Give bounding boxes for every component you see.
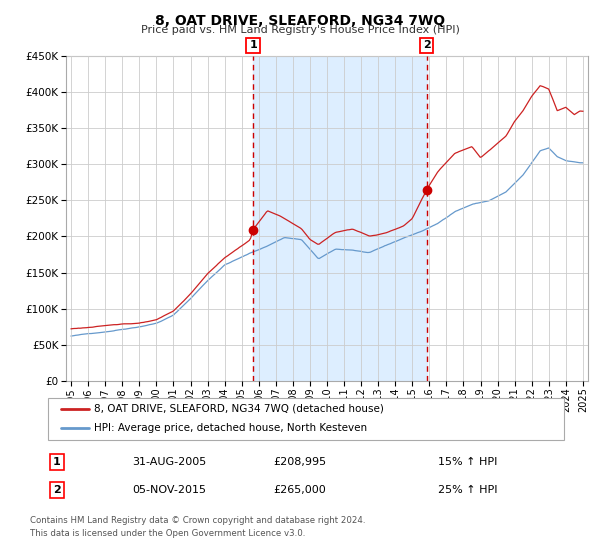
Text: 05-NOV-2015: 05-NOV-2015 bbox=[132, 485, 206, 495]
Text: Contains HM Land Registry data © Crown copyright and database right 2024.: Contains HM Land Registry data © Crown c… bbox=[30, 516, 365, 525]
Text: 31-AUG-2005: 31-AUG-2005 bbox=[132, 457, 206, 467]
Text: 1: 1 bbox=[249, 40, 257, 50]
Text: Price paid vs. HM Land Registry's House Price Index (HPI): Price paid vs. HM Land Registry's House … bbox=[140, 25, 460, 35]
FancyBboxPatch shape bbox=[48, 398, 564, 440]
Text: 8, OAT DRIVE, SLEAFORD, NG34 7WQ (detached house): 8, OAT DRIVE, SLEAFORD, NG34 7WQ (detach… bbox=[94, 404, 385, 414]
Text: 1: 1 bbox=[53, 457, 61, 467]
Text: 2: 2 bbox=[53, 485, 61, 495]
Text: 2: 2 bbox=[423, 40, 430, 50]
Text: HPI: Average price, detached house, North Kesteven: HPI: Average price, detached house, Nort… bbox=[94, 423, 368, 433]
Text: £265,000: £265,000 bbox=[274, 485, 326, 495]
Text: 8, OAT DRIVE, SLEAFORD, NG34 7WQ: 8, OAT DRIVE, SLEAFORD, NG34 7WQ bbox=[155, 14, 445, 28]
Text: This data is licensed under the Open Government Licence v3.0.: This data is licensed under the Open Gov… bbox=[30, 529, 305, 538]
Text: £208,995: £208,995 bbox=[274, 457, 326, 467]
Bar bbox=[253, 56, 427, 381]
Text: 25% ↑ HPI: 25% ↑ HPI bbox=[438, 485, 497, 495]
Text: 15% ↑ HPI: 15% ↑ HPI bbox=[438, 457, 497, 467]
